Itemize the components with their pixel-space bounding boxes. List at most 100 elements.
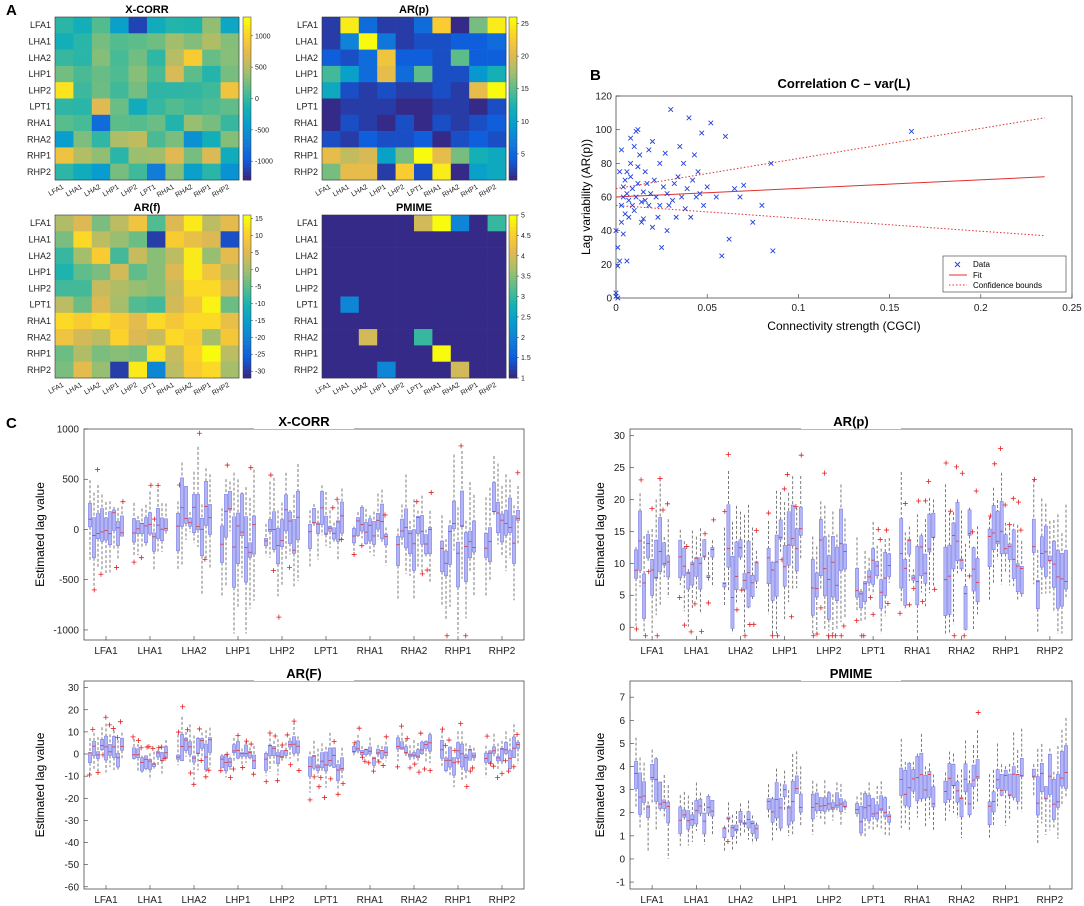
heatmap-cell <box>377 65 396 83</box>
group-label: LHA1 <box>684 646 709 657</box>
outlier-marker <box>248 465 254 471</box>
outlier-marker <box>742 633 748 639</box>
heatmap-cell <box>73 312 93 330</box>
box <box>742 573 747 590</box>
heatmap-cell <box>377 231 396 248</box>
heatmap-cell <box>432 65 452 83</box>
colorbar-segment <box>509 114 517 120</box>
colorbar-segment <box>509 25 517 30</box>
heatmap-cell <box>487 247 507 265</box>
colorbar-tick-label: 5 <box>521 151 525 158</box>
colorbar-segment <box>509 143 517 148</box>
colorbar-tick-label: 1 <box>521 376 525 383</box>
heatmap-cell <box>91 114 111 132</box>
colorbar-segment <box>243 288 251 293</box>
colorbar-tick-label: 5 <box>521 213 525 220</box>
colorbar-segment <box>509 300 517 306</box>
y-tick-label: 10 <box>68 727 80 738</box>
data-point <box>627 160 634 166</box>
colorbar-segment <box>243 65 251 71</box>
y-tick-label: 4 <box>619 762 625 773</box>
heatmap-cell <box>202 147 221 164</box>
outlier-marker <box>833 633 839 639</box>
box <box>766 798 771 810</box>
heatmap-cell <box>147 65 166 83</box>
heatmap-cell <box>469 345 488 362</box>
col-label: LHA2 <box>83 382 102 397</box>
data-point <box>627 174 634 180</box>
box <box>738 811 743 823</box>
box <box>650 559 654 596</box>
box <box>730 824 735 837</box>
y-tick-label: 1 <box>619 831 625 842</box>
box <box>915 756 920 802</box>
heatmap-cell <box>487 263 507 281</box>
outlier-marker <box>136 737 142 743</box>
group-label: RHP1 <box>992 895 1019 906</box>
box <box>452 500 456 529</box>
box <box>919 535 924 577</box>
heatmap-cell <box>73 163 93 181</box>
heatmap-cell <box>414 163 433 181</box>
data-point <box>668 106 674 113</box>
outlier-marker <box>130 734 136 740</box>
outlier-marker <box>419 571 425 577</box>
box <box>843 801 847 808</box>
y-tick-label: -40 <box>65 838 80 849</box>
heatmap-cell <box>469 280 488 297</box>
outlier-marker <box>296 768 302 774</box>
colorbar-segment <box>509 65 517 71</box>
box <box>1048 753 1052 795</box>
box <box>999 501 1004 555</box>
heatmap-cell <box>128 33 148 50</box>
heatmap-cell <box>358 231 378 248</box>
data-point <box>640 216 646 222</box>
heatmap-cell <box>55 215 74 232</box>
box <box>512 515 516 564</box>
box <box>248 751 252 759</box>
box <box>903 769 908 806</box>
box <box>232 516 236 588</box>
heatmap-cell <box>110 263 129 281</box>
box <box>272 511 276 550</box>
box <box>947 763 952 800</box>
data-point <box>759 202 765 209</box>
heatmap-cell <box>128 65 148 83</box>
group-label: RHA1 <box>357 646 384 657</box>
heatmap-cell <box>450 131 470 148</box>
box <box>468 530 472 559</box>
box <box>883 797 888 818</box>
col-label: LPT1 <box>139 184 157 198</box>
y-tick-label: 2 <box>619 808 625 819</box>
heatmap-cell <box>147 280 166 297</box>
box <box>1011 766 1016 798</box>
data-point <box>908 128 915 134</box>
outlier-marker <box>146 744 152 750</box>
plot-frame <box>83 680 525 890</box>
box <box>1015 563 1020 592</box>
colorbar-segment <box>243 231 251 236</box>
colorbar-segment <box>509 259 517 265</box>
data-point <box>635 180 641 187</box>
data-point <box>622 177 628 183</box>
heatmap-cell <box>55 280 74 297</box>
box <box>971 764 976 787</box>
box <box>508 497 512 533</box>
outlier-marker <box>814 631 820 637</box>
box <box>794 528 799 572</box>
box <box>694 557 699 577</box>
heatmap-cell <box>165 131 185 148</box>
box <box>136 748 140 758</box>
outlier-marker <box>196 430 202 436</box>
heatmap-cell <box>91 49 111 67</box>
box <box>192 755 196 763</box>
box <box>1056 549 1060 609</box>
colorbar-tick-label: -30 <box>255 369 265 376</box>
heatmap-cell <box>73 263 93 281</box>
heatmap-cell <box>202 33 221 50</box>
y-axis-label: Lag variability (AR(p)) <box>579 139 593 255</box>
heatmap-cell <box>128 280 148 297</box>
heatmap-xcorr: X-CORRLFA1LHA1LHA2LHP1LHP2LPT1RHA1RHA2RH… <box>27 4 273 199</box>
outlier-marker <box>906 602 912 608</box>
box <box>340 501 344 534</box>
